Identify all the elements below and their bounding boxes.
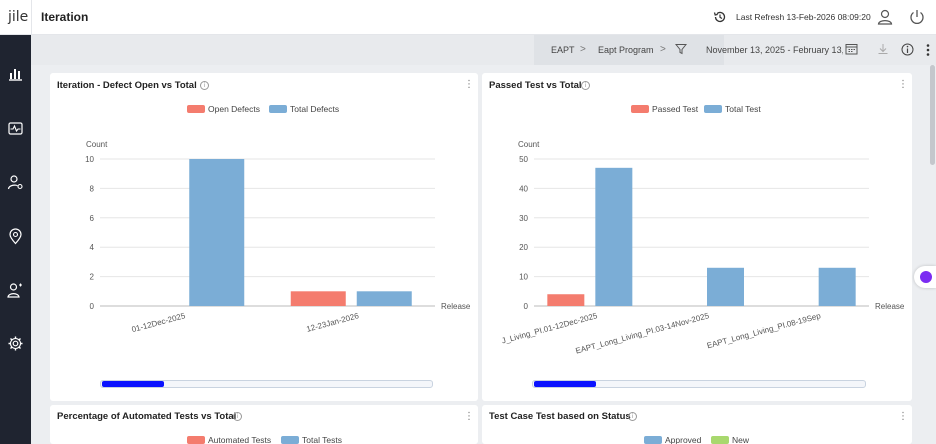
bar-chart-icon[interactable] [7,65,24,82]
bar-series-b[interactable] [356,291,412,306]
card-title: Test Case Test based on Status [489,411,631,422]
breadcrumb-item-eapt[interactable]: EAPT [551,45,575,55]
assistant-widget[interactable] [914,266,936,288]
x-axis-title: Release [875,302,905,311]
bar-series-a[interactable] [547,294,585,306]
passed-test-bar-chart: 0 10 20 30 40 50 Count Release J_Living_PI.01-12… [501,140,905,356]
zoom-slider[interactable] [100,380,433,388]
kebab-icon[interactable]: ⋮ [898,79,908,90]
breadcrumb-item-program[interactable]: Eapt Program [598,45,654,55]
automated-tests-card: Percentage of Automated Tests vs Total i… [50,405,478,444]
bar-series-a[interactable] [290,291,346,306]
legend-label-automated-tests[interactable]: Automated Tests [208,435,272,444]
kebab-icon[interactable] [925,43,931,57]
kebab-icon[interactable]: ⋮ [464,79,474,90]
x-tick-label: 12-23Jan-2026 [305,311,360,334]
legend-swatch-total-tests [281,436,299,444]
bar-series-b[interactable] [818,267,856,306]
y-tick-label: 10 [85,155,94,164]
app-logo[interactable]: jile [8,9,29,25]
legend-swatch-open-defects [187,105,205,113]
card-title: Percentage of Automated Tests vs Total [57,411,237,422]
y-tick-label: 2 [90,273,95,282]
legend-swatch-automated-tests [187,436,205,444]
legend-swatch-total-defects [269,105,287,113]
passed-test-chart-card: Passed Test vs Total i ⋮ Passed Test Tot… [482,73,912,401]
activity-icon[interactable] [7,120,24,137]
calendar-icon[interactable] [845,43,858,55]
location-icon[interactable] [7,228,24,245]
header-divider [31,0,32,35]
filter-icon[interactable] [675,43,687,55]
zoom-slider-handle[interactable] [534,381,596,387]
y-tick-label: 40 [519,184,528,193]
y-axis-title: Count [518,140,540,149]
kebab-icon[interactable]: ⋮ [898,411,908,422]
zoom-slider[interactable] [532,380,866,388]
legend-label-approved[interactable]: Approved [665,435,702,444]
power-icon[interactable] [908,8,926,26]
breadcrumb [534,35,724,65]
info-icon[interactable] [901,43,914,56]
sidebar [0,35,31,444]
date-range-field[interactable]: November 13, 2025 - February 13, 2026 [706,45,843,55]
x-axis-title: Release [441,302,471,311]
legend-label-new[interactable]: New [732,435,750,444]
history-icon[interactable] [713,10,727,24]
gear-icon[interactable] [7,335,24,352]
page-scrollbar[interactable] [930,65,935,165]
legend-label-open-defects[interactable]: Open Defects [208,104,260,114]
kebab-icon[interactable]: ⋮ [464,411,474,422]
last-refresh-text: Last Refresh 13-Feb-2026 08:09:20 [736,12,871,22]
legend-label-passed-test[interactable]: Passed Test [652,104,699,114]
legend-swatch-passed-test [631,105,649,113]
bar-series-b[interactable] [595,167,633,306]
user-settings-icon[interactable] [7,174,24,191]
info-icon[interactable]: i [628,412,637,421]
legend-swatch-total-test [704,105,722,113]
legend-label-total-defects[interactable]: Total Defects [290,104,340,114]
y-tick-label: 10 [519,273,528,282]
filter-bar [31,35,936,65]
y-tick-label: 0 [90,302,95,311]
top-header: jile Iteration Last Refresh 13-Feb-2026 … [0,0,936,35]
y-tick-label: 8 [90,184,95,193]
info-icon[interactable]: i [581,81,590,90]
assistant-icon [920,271,932,283]
legend-swatch-approved [644,436,662,444]
y-tick-label: 20 [519,243,528,252]
breadcrumb-separator: > [580,44,586,55]
y-tick-label: 6 [90,214,95,223]
legend-swatch-new [711,436,729,444]
bar-series-b[interactable] [189,159,245,306]
x-tick-label: J_Living_PI.01-12Dec-2025 [501,311,599,345]
card-title: Iteration - Defect Open vs Total [57,80,197,91]
breadcrumb-separator: > [660,44,666,55]
info-icon[interactable]: i [233,412,242,421]
y-tick-label: 0 [524,302,529,311]
x-tick-label: 01-12Dec-2025 [131,311,187,334]
defect-chart-card: Iteration - Defect Open vs Total i ⋮ Ope… [50,73,478,401]
defect-bar-chart: 0 2 4 6 8 10 Count Release 01-12Dec-2025 12-23Jan… [85,140,471,334]
zoom-slider-handle[interactable] [102,381,164,387]
bar-series-b[interactable] [707,267,744,306]
user-icon[interactable] [876,8,894,26]
download-icon[interactable] [877,43,889,55]
y-tick-label: 30 [519,214,528,223]
page-title: Iteration [41,10,89,24]
test-case-status-card: Test Case Test based on Status i ⋮ Appro… [482,405,912,444]
info-icon[interactable]: i [200,81,209,90]
card-title: Passed Test vs Total [489,80,582,91]
user-group-icon[interactable] [7,282,24,299]
legend-label-total-test[interactable]: Total Test [725,104,761,114]
y-tick-label: 50 [519,155,528,164]
y-tick-label: 4 [90,243,95,252]
legend-label-total-tests[interactable]: Total Tests [302,435,343,444]
y-axis-title: Count [86,140,108,149]
x-tick-label: EAPT_Long_Living_PI.08-19Sep [706,311,822,350]
